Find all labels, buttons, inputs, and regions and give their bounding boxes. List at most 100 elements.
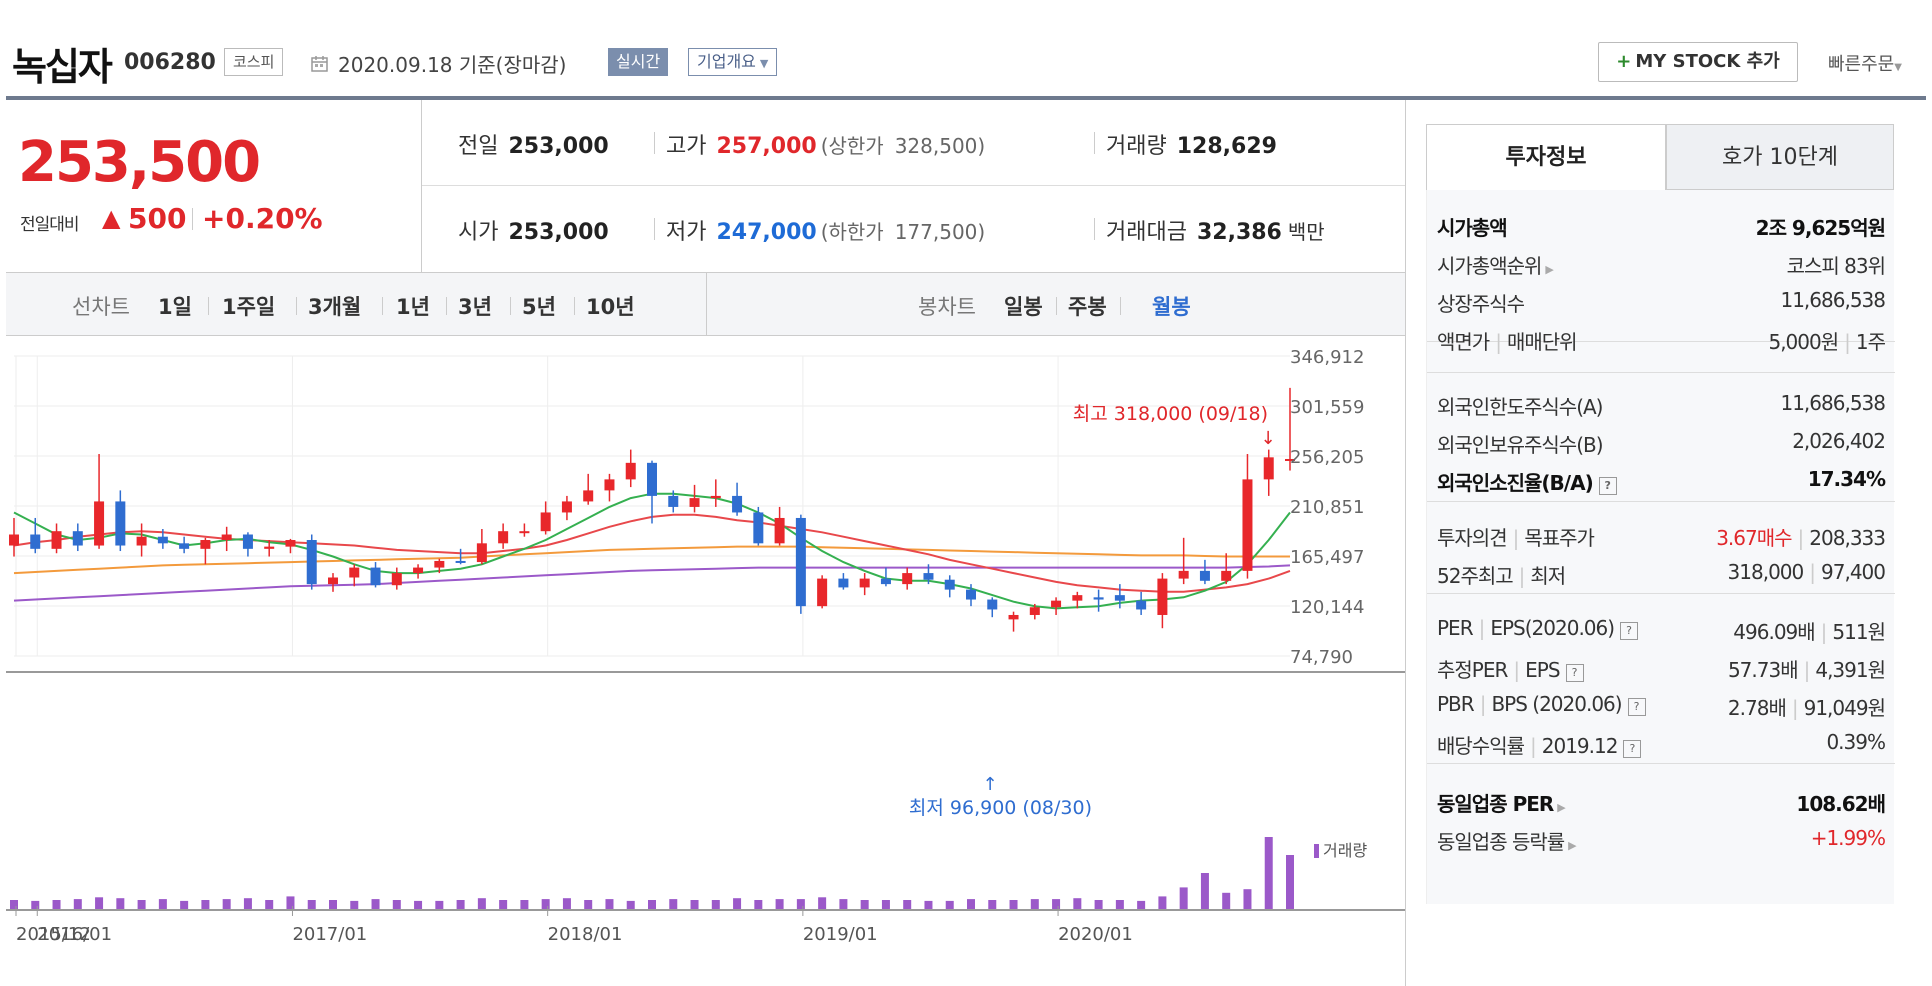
cap-rank-value: 코스피 83위 bbox=[1786, 254, 1886, 278]
candle-body bbox=[540, 512, 551, 532]
my-stock-label: MY STOCK 추가 bbox=[1635, 51, 1780, 72]
volume-bar bbox=[137, 900, 146, 909]
divider bbox=[510, 297, 511, 315]
change-label: 전일대비 bbox=[20, 215, 80, 235]
foreign-hold-label: 외국인보유주식수(B) bbox=[1437, 433, 1604, 457]
candle-weekly[interactable]: 주봉 bbox=[1068, 295, 1107, 319]
par-label: 액면가 bbox=[1437, 330, 1490, 354]
sector-per-link[interactable]: 동일업종 PER ▶ bbox=[1437, 788, 1566, 817]
volume-bar bbox=[520, 900, 529, 909]
candle-body bbox=[285, 540, 296, 547]
volume-bar bbox=[903, 900, 912, 909]
company-info-button[interactable]: 기업개요 ▼ bbox=[688, 48, 778, 76]
est-per-value: 57.73배 bbox=[1727, 658, 1799, 682]
volume-bar bbox=[371, 899, 380, 909]
period-1y[interactable]: 1년 bbox=[396, 295, 430, 319]
opinion-section: 투자의견 | 목표주가 3.67매수 | 208,333 52주최고 | 최저 318,00… bbox=[1427, 502, 1895, 594]
current-price-box: 253,500 전일대비 ▲ 500 +0.20% bbox=[6, 100, 422, 272]
period-1d[interactable]: 1일 bbox=[158, 295, 192, 319]
volume-bar bbox=[201, 900, 210, 909]
pbr-value: 2.78배 bbox=[1727, 696, 1787, 720]
period-3m[interactable]: 3개월 bbox=[308, 295, 362, 319]
volume-bar bbox=[1094, 900, 1103, 909]
volume-bar bbox=[414, 900, 423, 909]
volume-bar bbox=[1137, 900, 1146, 909]
foreign-ratio-label: 외국인소진율(B/A) bbox=[1437, 471, 1594, 495]
candle-body bbox=[179, 543, 190, 549]
period-3y[interactable]: 3년 bbox=[458, 295, 492, 319]
chart-annotations: 최고 318,000 (09/18) ↓ ↑ 최저 96,900 (08/30) bbox=[909, 403, 1276, 819]
volume-bar bbox=[307, 900, 316, 909]
help-icon[interactable]: ? bbox=[1627, 698, 1646, 716]
tab-investment-info[interactable]: 투자정보 bbox=[1426, 124, 1666, 190]
candle-body bbox=[498, 531, 509, 544]
foreign-limit-row: 외국인한도주식수(A) 11,686,538 bbox=[1437, 383, 1886, 421]
candlesticks bbox=[9, 387, 1295, 632]
volume-bar bbox=[541, 899, 550, 909]
help-icon[interactable]: ? bbox=[1565, 664, 1584, 682]
quick-order-button[interactable]: 빠른주문▼ bbox=[1828, 50, 1902, 76]
ma60-line bbox=[13, 545, 1290, 575]
candle-body bbox=[732, 495, 743, 513]
tab-orderbook[interactable]: 호가 10단계 bbox=[1666, 124, 1894, 190]
volume-swatch bbox=[1314, 844, 1319, 858]
realtime-button[interactable]: 실시간 bbox=[608, 48, 669, 76]
volume-bar bbox=[775, 899, 784, 909]
volume-bar bbox=[477, 898, 486, 909]
candle-body bbox=[1008, 614, 1019, 620]
upper-limit-label: (상한가 bbox=[820, 134, 884, 158]
help-icon[interactable]: ? bbox=[1598, 477, 1617, 495]
per-row: PER | EPS(2020.06)? 496.09배 | 511원 bbox=[1437, 616, 1886, 644]
volume-label: 거래량 bbox=[1106, 134, 1167, 159]
period-10y[interactable]: 10년 bbox=[586, 295, 635, 319]
volume-bar bbox=[988, 900, 997, 909]
week52-row: 52주최고 | 최저 318,000 | 97,400 bbox=[1437, 560, 1886, 588]
open-label: 시가 bbox=[458, 220, 499, 245]
help-icon[interactable]: ? bbox=[1623, 740, 1642, 758]
period-1w[interactable]: 1주일 bbox=[222, 295, 276, 319]
divider bbox=[192, 208, 193, 230]
market-cap-value: 2조 9,625억원 bbox=[1755, 216, 1886, 240]
volume-bar bbox=[499, 900, 508, 909]
down-arrow-icon: ↓ bbox=[1260, 428, 1275, 449]
header-divider bbox=[6, 96, 1926, 100]
candle-body bbox=[987, 599, 998, 610]
sector-change-link[interactable]: 동일업종 등락률 ▶ bbox=[1437, 826, 1577, 855]
chevron-right-icon: ▶ bbox=[1557, 801, 1566, 814]
candle-body bbox=[1285, 458, 1295, 461]
x-tick-label: 2016/01 bbox=[37, 924, 112, 945]
info-tabs: 투자정보 호가 10단계 bbox=[1426, 124, 1894, 190]
dividend-date: 2019.12 bbox=[1541, 734, 1619, 758]
change-rate: +0.20% bbox=[202, 202, 323, 235]
volume-bar bbox=[31, 900, 40, 909]
candle-body bbox=[434, 560, 445, 568]
help-icon[interactable]: ? bbox=[1620, 622, 1639, 640]
y-tick-label: 256,205 bbox=[1290, 447, 1364, 468]
period-5y[interactable]: 5년 bbox=[522, 295, 556, 319]
volume-bar bbox=[350, 900, 359, 909]
volume-bar bbox=[392, 900, 401, 909]
add-my-stock-button[interactable]: + MY STOCK 추가 bbox=[1598, 42, 1798, 82]
candle-chart-label: 봉차트 bbox=[918, 295, 976, 319]
candle-daily[interactable]: 일봉 bbox=[1004, 295, 1043, 319]
chevron-right-icon: ▶ bbox=[1545, 263, 1554, 276]
candle-monthly[interactable]: 월봉 bbox=[1152, 295, 1191, 319]
volume-bar bbox=[286, 896, 295, 909]
volume-bar bbox=[860, 900, 869, 909]
candle-body bbox=[115, 501, 126, 546]
cap-rank-link[interactable]: 시가총액순위 ▶ bbox=[1437, 250, 1554, 279]
divider bbox=[208, 297, 209, 315]
plus-icon: + bbox=[1616, 51, 1632, 72]
est-eps-label: EPS bbox=[1525, 658, 1560, 682]
volume-bar bbox=[52, 900, 61, 909]
divider bbox=[382, 297, 383, 315]
trade-unit-value: 1주 bbox=[1855, 330, 1886, 354]
y-tick-label: 74,790 bbox=[1290, 647, 1353, 668]
candle-body bbox=[94, 501, 105, 546]
volume-bar bbox=[754, 900, 763, 909]
x-tick-label: 2017/01 bbox=[292, 924, 367, 945]
candle-body bbox=[838, 578, 849, 588]
candle-body bbox=[476, 543, 487, 563]
stock-header: 녹십자 006280 코스피 2020.09.18 기준(장마감) 실시간 기업… bbox=[0, 0, 1932, 100]
